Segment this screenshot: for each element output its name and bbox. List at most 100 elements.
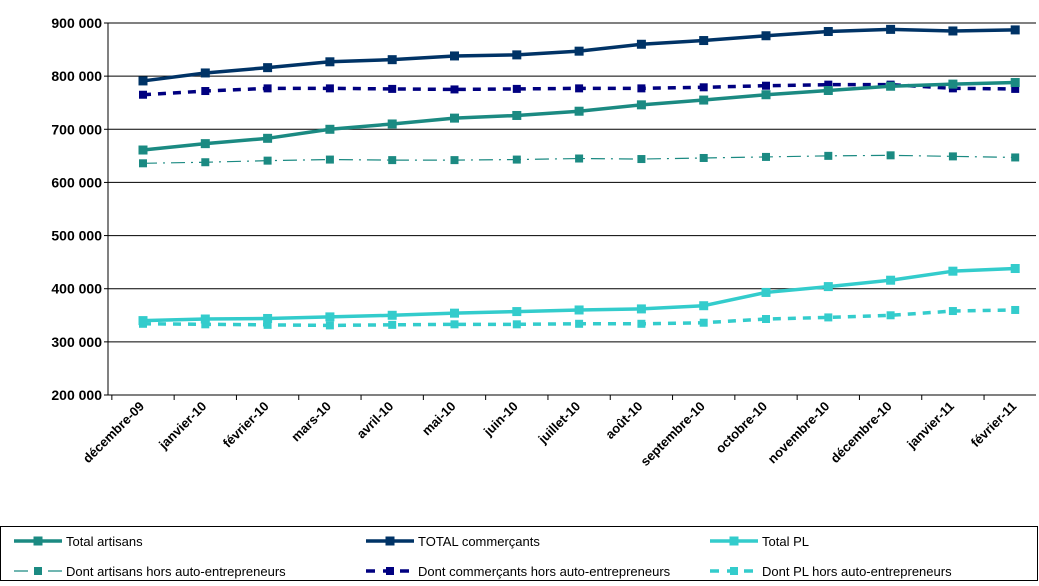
data-point xyxy=(699,95,709,105)
data-point xyxy=(200,314,210,324)
data-point xyxy=(762,315,770,324)
x-tick-label: juin-10 xyxy=(480,399,521,440)
data-point xyxy=(699,36,709,46)
y-tick-label: 500 000 xyxy=(51,228,102,244)
legend-entry: Dont artisans hors auto-entrepreneurs xyxy=(14,564,286,579)
data-point xyxy=(761,90,771,100)
data-point xyxy=(637,319,646,328)
legend-entry: Total artisans xyxy=(14,534,143,549)
series-2 xyxy=(138,264,1020,326)
y-tick-label: 600 000 xyxy=(51,174,102,190)
data-point xyxy=(636,39,646,49)
data-point xyxy=(574,106,584,116)
x-tick-label: janvier-11 xyxy=(903,399,957,453)
legend-entry: Total PL xyxy=(710,534,809,549)
series-4 xyxy=(139,80,1020,99)
series-lines xyxy=(138,24,1020,330)
data-point xyxy=(823,27,833,37)
data-point xyxy=(263,133,273,143)
data-point xyxy=(699,318,708,327)
series-line xyxy=(142,80,1016,152)
data-point xyxy=(761,31,771,41)
data-point xyxy=(636,100,646,110)
data-point xyxy=(699,153,708,162)
data-point xyxy=(824,151,833,160)
data-point xyxy=(138,145,148,155)
data-point xyxy=(512,320,521,329)
data-point xyxy=(574,46,584,56)
data-point xyxy=(450,156,459,165)
x-tick-label: janvier-10 xyxy=(155,399,209,453)
y-tick-label: 200 000 xyxy=(51,387,102,403)
y-tick-label: 400 000 xyxy=(51,281,102,297)
data-point xyxy=(201,320,210,329)
data-point xyxy=(325,124,335,134)
legend-entry: Dont commerçants hors auto-entrepreneurs xyxy=(366,564,671,579)
data-point xyxy=(948,79,958,89)
data-point xyxy=(388,84,397,93)
data-point xyxy=(824,80,833,89)
legend: Total artisans TOTAL commerçants Total PL D… xyxy=(0,526,1038,581)
data-point xyxy=(450,85,459,94)
legend-box xyxy=(0,526,1038,581)
x-tick-label: novembre-10 xyxy=(765,399,833,467)
legend-label: Total PL xyxy=(762,534,809,549)
data-point xyxy=(886,311,895,320)
data-point xyxy=(1010,25,1020,35)
series-3 xyxy=(139,151,1020,168)
x-tick-label: février-11 xyxy=(968,399,1019,450)
legend-label: Dont artisans hors auto-entrepreneurs xyxy=(66,564,286,579)
legend-marker-swatch xyxy=(33,536,43,546)
data-point xyxy=(387,119,397,129)
x-tick-label: octobre-10 xyxy=(713,399,771,457)
data-point xyxy=(761,287,771,297)
data-point xyxy=(263,156,272,165)
data-point xyxy=(948,26,958,36)
data-point xyxy=(886,81,896,91)
x-tick-label: février-10 xyxy=(220,399,272,451)
legend-label: TOTAL commerçants xyxy=(418,534,540,549)
legend-label: Dont commerçants hors auto-entrepreneurs xyxy=(418,564,671,579)
data-point xyxy=(200,68,210,78)
data-point xyxy=(388,320,397,329)
data-point xyxy=(575,84,584,93)
x-tick-label: décembre-09 xyxy=(80,399,147,466)
y-tick-label: 700 000 xyxy=(51,121,102,137)
data-point xyxy=(823,282,833,292)
series-line xyxy=(142,154,1016,164)
data-point xyxy=(138,76,148,86)
data-point xyxy=(637,155,646,164)
data-point xyxy=(387,55,397,65)
data-point xyxy=(325,155,334,164)
data-point xyxy=(263,84,272,93)
data-point xyxy=(325,321,334,330)
legend-entry: TOTAL commerçants xyxy=(366,534,540,549)
data-point xyxy=(1010,264,1020,274)
data-point xyxy=(575,319,584,328)
legend-marker-swatch xyxy=(729,536,739,546)
data-point xyxy=(637,84,646,93)
legend-marker-swatch xyxy=(730,567,738,575)
data-point xyxy=(450,308,459,318)
y-tick-label: 900 000 xyxy=(51,15,102,31)
data-point xyxy=(574,305,584,315)
data-point xyxy=(325,312,335,322)
data-point xyxy=(263,63,273,73)
data-point xyxy=(575,154,584,163)
data-point xyxy=(886,275,896,285)
legend-marker-swatch xyxy=(34,567,42,575)
data-point xyxy=(263,313,273,323)
legend-label: Total artisans xyxy=(66,534,143,549)
data-point xyxy=(325,84,334,93)
data-point xyxy=(200,139,210,149)
data-point xyxy=(388,156,397,165)
data-point xyxy=(762,81,770,90)
data-point xyxy=(636,304,646,314)
data-point xyxy=(450,320,459,329)
x-tick-label: septembre-10 xyxy=(637,399,707,469)
data-point xyxy=(1011,84,1020,93)
data-point xyxy=(450,51,459,61)
data-point xyxy=(387,310,397,320)
data-point xyxy=(450,113,459,123)
